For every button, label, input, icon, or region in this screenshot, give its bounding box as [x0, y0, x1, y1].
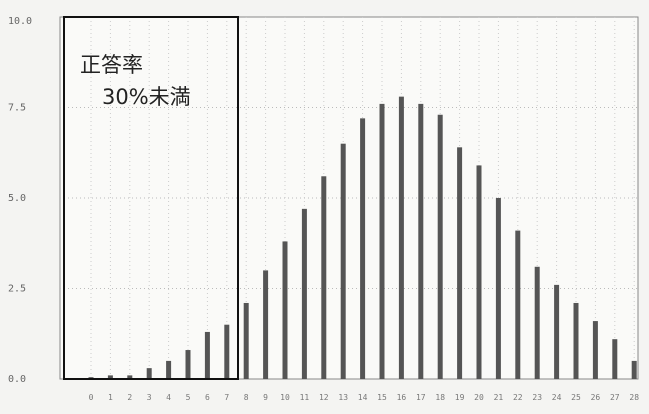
bar — [496, 198, 501, 379]
x-tick-label: 13 — [338, 393, 348, 402]
x-tick-label: 3 — [147, 393, 152, 402]
bar — [302, 209, 307, 379]
x-tick-label: 8 — [244, 393, 249, 402]
x-tick-label: 4 — [166, 393, 171, 402]
bar — [224, 325, 229, 379]
bar — [283, 241, 288, 379]
bar — [341, 144, 346, 379]
x-tick-label: 19 — [455, 393, 465, 402]
x-tick-label: 23 — [532, 393, 542, 402]
y-axis-ticks: 0.0 2.5 5.0 7.5 10.0 — [8, 16, 32, 385]
y-tick-label: 2.5 — [8, 284, 26, 295]
x-tick-label: 6 — [205, 393, 210, 402]
bar — [380, 104, 385, 379]
bar — [263, 270, 268, 379]
x-tick-label: 15 — [377, 393, 387, 402]
bar — [438, 115, 443, 379]
bar — [321, 176, 326, 379]
x-tick-label: 16 — [397, 393, 407, 402]
bar — [515, 231, 520, 379]
bar — [244, 303, 249, 379]
x-tick-label: 18 — [435, 393, 445, 402]
bar — [205, 332, 210, 379]
x-tick-label: 27 — [610, 393, 620, 402]
x-tick-label: 2 — [127, 393, 132, 402]
y-tick-label: 10.0 — [8, 16, 32, 27]
x-tick-label: 12 — [319, 393, 329, 402]
x-tick-label: 10 — [280, 393, 290, 402]
x-tick-label: 7 — [224, 393, 229, 402]
bar — [418, 104, 423, 379]
y-tick-label: 7.5 — [8, 103, 26, 114]
x-tick-label: 28 — [629, 393, 639, 402]
region-label-line1: 正答率 — [80, 53, 143, 77]
bar — [632, 361, 637, 379]
bar — [399, 97, 404, 379]
bar — [360, 118, 365, 379]
x-tick-label: 26 — [591, 393, 601, 402]
x-tick-label: 17 — [416, 393, 426, 402]
bar — [535, 267, 540, 379]
bar — [574, 303, 579, 379]
y-tick-label: 5.0 — [8, 193, 26, 204]
x-tick-label: 22 — [513, 393, 523, 402]
region-label-line2: 30%未満 — [102, 85, 191, 109]
bar — [554, 285, 559, 379]
bar — [166, 361, 171, 379]
y-tick-label: 0.0 — [8, 374, 26, 385]
x-tick-label: 14 — [358, 393, 368, 402]
bar — [147, 368, 152, 379]
bar — [593, 321, 598, 379]
x-tick-label: 21 — [494, 393, 504, 402]
bar — [477, 165, 482, 379]
x-tick-label: 9 — [263, 393, 268, 402]
x-tick-label: 5 — [186, 393, 191, 402]
x-tick-label: 25 — [571, 393, 581, 402]
x-tick-label: 20 — [474, 393, 484, 402]
x-tick-label: 24 — [552, 393, 562, 402]
x-tick-label: 11 — [300, 393, 310, 402]
bar — [612, 339, 617, 379]
x-tick-label: 0 — [89, 393, 94, 402]
bar — [457, 147, 462, 379]
bar — [186, 350, 191, 379]
x-tick-label: 1 — [108, 393, 113, 402]
